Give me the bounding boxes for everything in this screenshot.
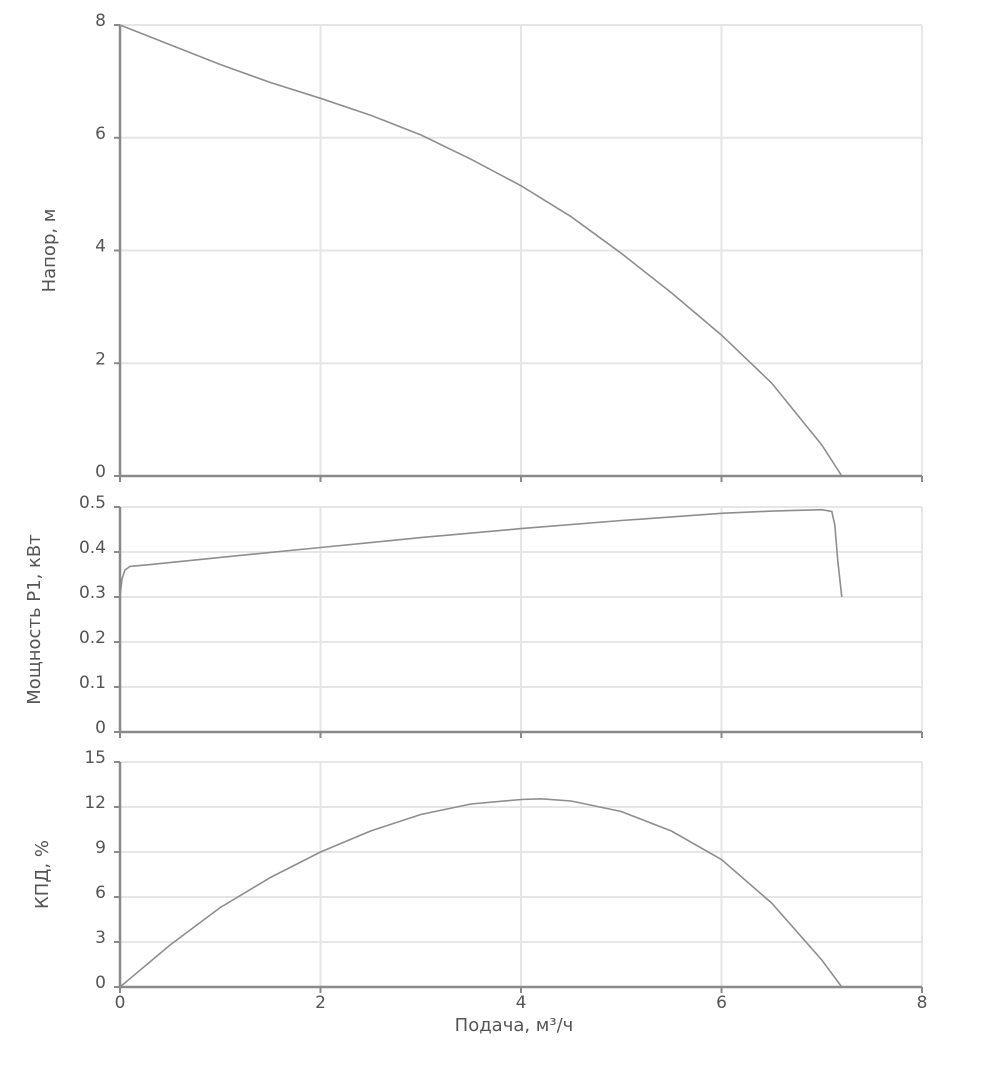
efficiency-series-line [119, 797, 843, 988]
efficiency-x-axis-label: Подача, м³/ч [455, 1015, 574, 1036]
power-y-tick-label: 0.5 [79, 493, 106, 513]
efficiency-y-tick-label: 3 [95, 928, 106, 948]
efficiency-y-tick-label: 0 [95, 973, 106, 993]
power-y-tick-label: 0.2 [79, 628, 106, 648]
power-y-tick-label: 0.1 [79, 673, 106, 693]
head-y-tick-label: 6 [95, 124, 106, 144]
efficiency-x-tick-label: 4 [516, 993, 527, 1013]
power-series-line [119, 508, 843, 598]
efficiency-y-axis-label: КПД, % [32, 840, 53, 909]
power-y-tick-label: 0.3 [79, 583, 106, 603]
head-y-axis-label: Напор, м [39, 209, 60, 293]
efficiency-x-tick-label: 2 [315, 993, 326, 1013]
efficiency-y-tick-label: 6 [95, 883, 106, 903]
head-y-tick-label: 2 [95, 349, 106, 369]
head-series-line [119, 24, 843, 477]
efficiency-y-tick-label: 9 [95, 838, 106, 858]
power-y-tick-label: 0.4 [79, 538, 106, 558]
efficiency-x-tick-label: 8 [917, 993, 928, 1013]
efficiency-x-tick-label: 0 [115, 993, 126, 1013]
efficiency-y-tick-label: 12 [84, 793, 106, 813]
efficiency-x-tick-label: 6 [716, 993, 727, 1013]
power-y-tick-label: 0 [95, 718, 106, 738]
head-y-tick-label: 8 [95, 11, 106, 31]
power-y-axis-label: Мощность P1, кВт [24, 534, 45, 704]
head-y-tick-label: 0 [95, 462, 106, 482]
efficiency-y-tick-label: 15 [84, 748, 106, 768]
head-y-tick-label: 4 [95, 237, 106, 257]
